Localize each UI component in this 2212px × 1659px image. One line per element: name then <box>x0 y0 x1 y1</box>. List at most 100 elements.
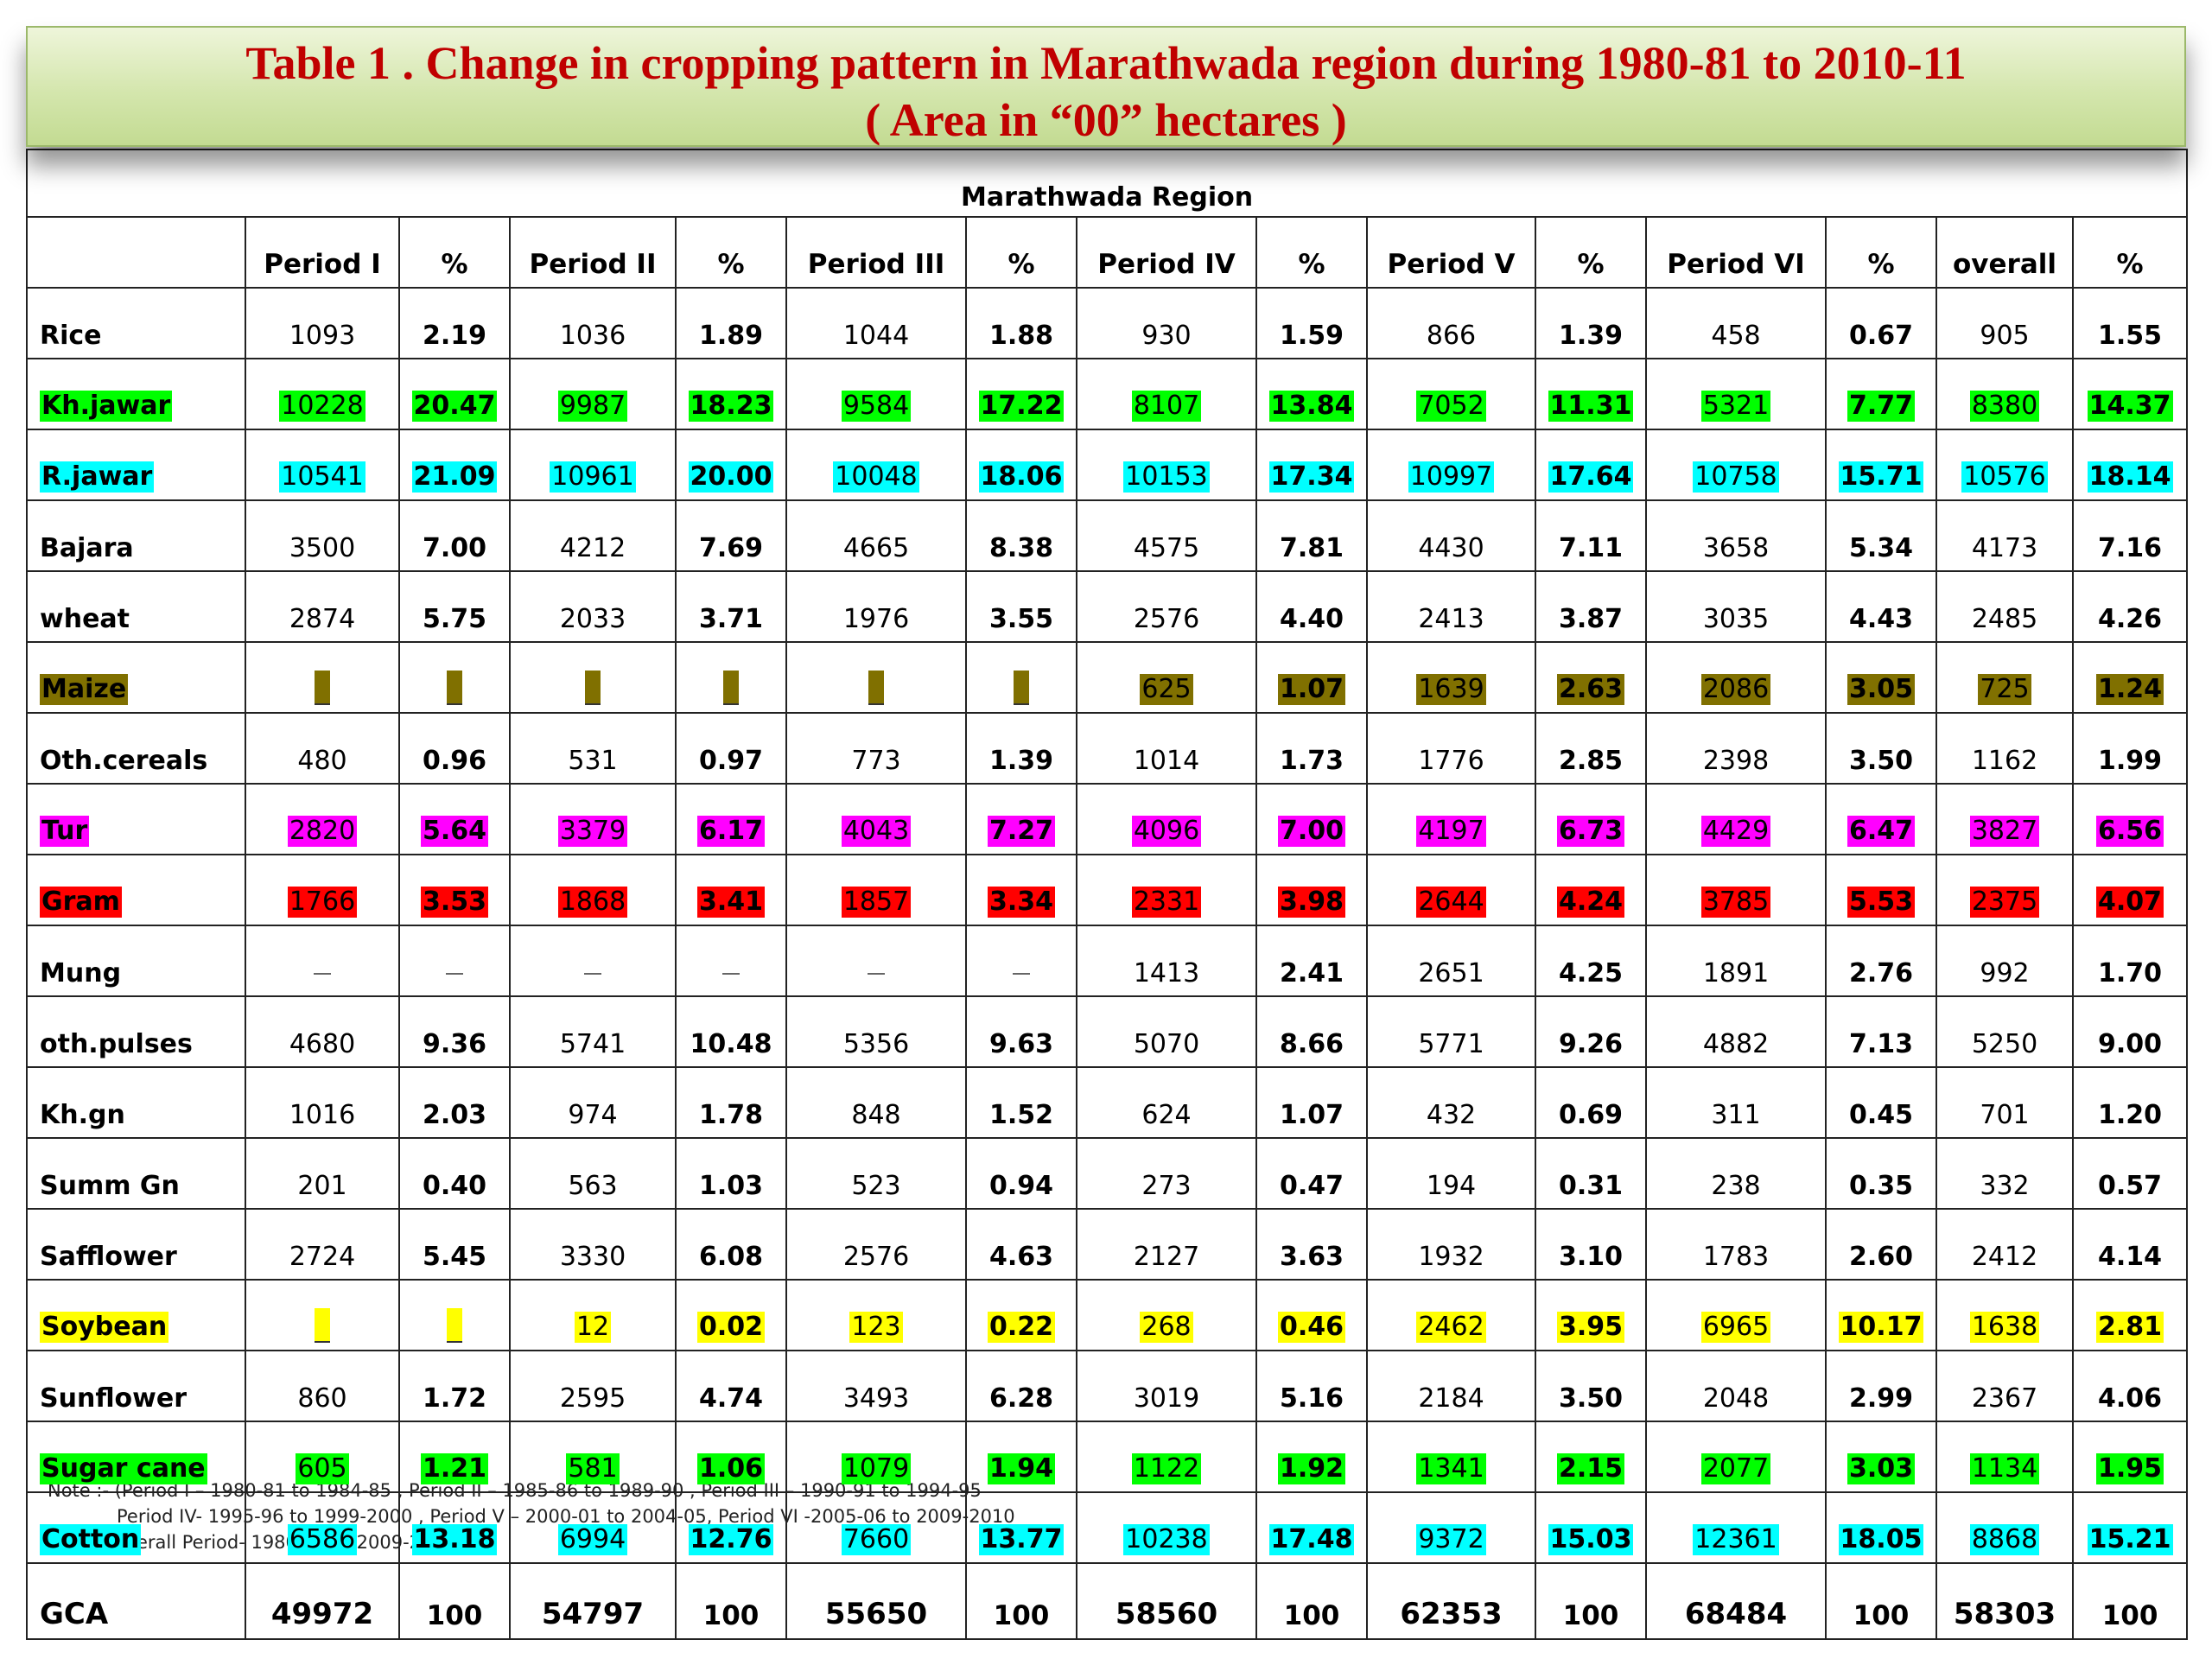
percent-cell: 9.00 <box>2071 995 2189 1068</box>
highlighted-value: 1122 <box>1131 1453 1202 1484</box>
missing-value-marker <box>314 972 331 975</box>
percent-cell: 20.47 <box>398 358 511 430</box>
percent-cell: 2.99 <box>1825 1350 1937 1422</box>
area-cell: 1868 <box>509 854 677 926</box>
percent-cell <box>398 925 511 997</box>
percent-cell: 0.40 <box>398 1137 511 1210</box>
percent-cell <box>965 641 1077 714</box>
area-cell: 2033 <box>509 570 677 643</box>
highlighted-value: 21.09 <box>411 461 498 493</box>
crop-label: Soybean <box>40 1312 169 1343</box>
percent-cell: 1.39 <box>965 712 1077 785</box>
percent-cell: 6.73 <box>1535 783 1647 855</box>
highlighted-value: 2462 <box>1416 1312 1486 1343</box>
area-cell: 1014 <box>1076 712 1257 785</box>
percent-cell: 6.47 <box>1825 783 1937 855</box>
header-period: Period I <box>245 216 400 289</box>
area-cell: 2820 <box>245 783 400 855</box>
highlighted-value: 17.64 <box>1548 461 1634 493</box>
percent-cell: 1.20 <box>2071 1066 2189 1139</box>
percent-cell: 1.78 <box>675 1066 787 1139</box>
percent-cell: 13.77 <box>965 1491 1077 1564</box>
highlighted-value: 123 <box>849 1312 903 1343</box>
crop-label: Sugar cane <box>40 1453 207 1484</box>
area-cell: 268 <box>1076 1279 1257 1351</box>
header-period: overall <box>1936 216 2074 289</box>
highlighted-value: 10997 <box>1408 461 1495 493</box>
area-cell: 7660 <box>785 1491 967 1564</box>
area-cell: 1093 <box>245 287 400 359</box>
missing-value-marker <box>447 1308 462 1343</box>
missing-value-marker <box>722 972 740 975</box>
crop-label: Tur <box>40 816 90 847</box>
area-cell: 1857 <box>785 854 967 926</box>
area-cell: 1036 <box>509 287 677 359</box>
highlighted-value: 3.34 <box>987 887 1056 918</box>
area-cell: 58560 <box>1076 1562 1257 1640</box>
percent-cell: 0.31 <box>1535 1137 1647 1210</box>
percent-cell: 4.63 <box>965 1208 1077 1281</box>
percent-cell: 100 <box>1535 1562 1647 1640</box>
highlighted-value: 625 <box>1140 674 1193 705</box>
percent-cell: 1.06 <box>675 1421 787 1493</box>
area-cell <box>785 641 967 714</box>
area-cell: 10238 <box>1076 1491 1257 1564</box>
highlighted-value: 3379 <box>557 816 628 847</box>
area-cell: 2048 <box>1645 1350 1827 1422</box>
area-cell: 1413 <box>1076 925 1257 997</box>
highlighted-value: 10576 <box>1961 461 2048 493</box>
area-cell: 3658 <box>1645 499 1827 572</box>
highlighted-value: 1.07 <box>1277 674 1346 705</box>
area-cell: 10576 <box>1936 429 2074 501</box>
area-cell: 3330 <box>509 1208 677 1281</box>
percent-cell: 5.16 <box>1255 1350 1368 1422</box>
area-cell <box>245 925 400 997</box>
percent-cell: 17.64 <box>1535 429 1647 501</box>
area-cell: 2375 <box>1936 854 2074 926</box>
percent-cell: 4.74 <box>675 1350 787 1422</box>
area-cell: 7052 <box>1366 358 1536 430</box>
percent-cell: 6.17 <box>675 783 787 855</box>
crop-name: Bajara <box>26 499 246 572</box>
area-cell: 773 <box>785 712 967 785</box>
percent-cell: 2.76 <box>1825 925 1937 997</box>
highlighted-value: 1.92 <box>1277 1453 1346 1484</box>
area-cell: 625 <box>1076 641 1257 714</box>
area-cell: 2367 <box>1936 1350 2074 1422</box>
area-cell: 10153 <box>1076 429 1257 501</box>
crop-name: Kh.jawar <box>26 358 246 430</box>
percent-cell: 2.19 <box>398 287 511 359</box>
header-period: Period IV <box>1076 216 1257 289</box>
highlighted-value: 6.56 <box>2096 816 2164 847</box>
percent-cell: 13.18 <box>398 1491 511 1564</box>
highlighted-value: 2077 <box>1700 1453 1771 1484</box>
crop-name: Sugar cane <box>26 1421 246 1493</box>
percent-cell: 3.71 <box>675 570 787 643</box>
crop-name: Sunflower <box>26 1350 246 1422</box>
percent-cell: 6.08 <box>675 1208 787 1281</box>
area-cell: 2724 <box>245 1208 400 1281</box>
missing-value-marker <box>868 671 884 705</box>
percent-cell: 7.27 <box>965 783 1077 855</box>
column-header-row: Period I% Period II% Period III% Period IV%… <box>26 216 2189 289</box>
percent-cell: 1.07 <box>1255 1066 1368 1139</box>
percent-cell: 7.81 <box>1255 499 1368 572</box>
percent-cell: 4.26 <box>2071 570 2189 643</box>
percent-cell: 1.39 <box>1535 287 1647 359</box>
area-cell: 3379 <box>509 783 677 855</box>
percent-cell: 9.26 <box>1535 995 1647 1068</box>
area-cell: 4212 <box>509 499 677 572</box>
highlighted-value: 4429 <box>1700 816 1771 847</box>
area-cell: 5356 <box>785 995 967 1068</box>
highlighted-value: 10961 <box>550 461 636 493</box>
region-header-row: Marathwada Region <box>25 149 2189 218</box>
highlighted-value: 1857 <box>841 887 912 918</box>
area-cell: 523 <box>785 1137 967 1210</box>
percent-cell: 13.84 <box>1255 358 1368 430</box>
area-cell: 3785 <box>1645 854 1827 926</box>
crop-label: Cotton <box>40 1524 142 1555</box>
percent-cell: 9.63 <box>965 995 1077 1068</box>
percent-cell: 1.59 <box>1255 287 1368 359</box>
percent-cell: 100 <box>2071 1562 2189 1640</box>
header-percent: % <box>398 216 511 289</box>
